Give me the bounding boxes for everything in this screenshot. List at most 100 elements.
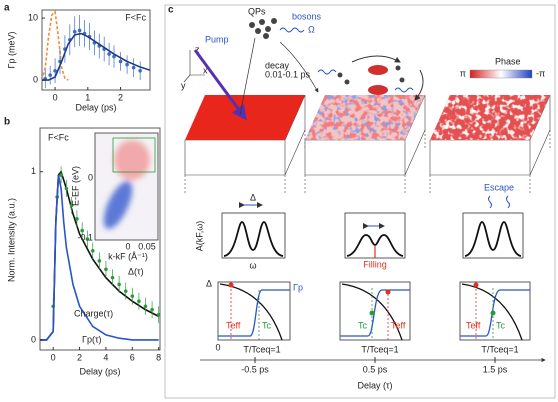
plot-area (40, 166, 160, 341)
gap-axis: Δ (206, 278, 212, 288)
pump-label: Pump (205, 34, 229, 44)
filling-label: Filling (363, 259, 387, 269)
inset-x-tick-label: 0 (126, 241, 131, 251)
y-tick-label: 10 (28, 12, 38, 22)
data-point (125, 62, 129, 67)
y-tick-label: 0 (33, 74, 38, 84)
data-point (85, 237, 90, 241)
data-point (53, 68, 57, 73)
data-point (130, 294, 135, 298)
arpes-inset (94, 132, 159, 241)
x-tick-label: 1 (85, 92, 90, 102)
decay-time: 0.01-0.1 ps (265, 69, 311, 79)
inset-x-tick-label: 0.05 (138, 241, 156, 251)
series-label: Δ(τ) (128, 266, 144, 276)
data-point (80, 228, 84, 233)
bosons-label: bosons (292, 11, 322, 21)
inset-y-tick-label: 0 (88, 172, 93, 182)
data-point (123, 289, 128, 293)
data-point (104, 267, 108, 272)
data-point (110, 275, 115, 280)
phase-tick: π (460, 68, 466, 78)
data-point (107, 52, 111, 56)
x-axis-title: Delay (ps) (79, 366, 120, 376)
plot-area (42, 10, 150, 89)
tc-label: Tc (262, 320, 272, 330)
data-point (90, 248, 95, 253)
x-tick-label: 6 (130, 352, 135, 362)
inset-y-tick-label: -0.1 (77, 233, 93, 243)
tc-label: Tc (358, 320, 368, 330)
x-tick-label: 8 (156, 352, 161, 362)
data-point (59, 173, 63, 177)
plot-frame (39, 127, 161, 351)
x-axis-title: Delay (ps) (75, 102, 116, 112)
plot-frame (41, 9, 151, 91)
delay-label: -0.5 ps (241, 364, 269, 374)
axis-letter: y (181, 80, 186, 90)
x-tick-label: 0 (51, 352, 56, 362)
delay-label: 1.5 ps (483, 364, 508, 374)
gamma-axis: Γp (293, 282, 303, 292)
x-tick-label: 2 (77, 352, 82, 362)
axis-letter: z (195, 44, 200, 54)
data-point (97, 259, 102, 263)
tc-label: Tc (496, 320, 506, 330)
data-point (118, 59, 123, 64)
phase-label: Phase (495, 56, 521, 66)
phase-tick: -π (536, 68, 545, 78)
data-point (48, 73, 52, 77)
series-line (42, 32, 150, 81)
y-axis-title: Norm. Intensity (a.u.) (6, 198, 16, 282)
decay-label: decay (265, 60, 290, 70)
omega-label: Ω (308, 24, 315, 34)
series-line (40, 174, 159, 341)
escape-label: Escape (484, 182, 514, 192)
gap-label: Δ (250, 192, 256, 202)
teff-label: Teff (391, 320, 406, 330)
axis-letter: x (203, 65, 208, 75)
energy-label: ω (249, 260, 256, 270)
data-point (137, 299, 141, 304)
annotation: F<Fc (48, 132, 69, 142)
data-point (150, 307, 154, 312)
x-tick-label: 2 (118, 92, 123, 102)
series-label: Γp(τ) (82, 334, 102, 344)
panel-c: c z x y Pump QPs bosons Ω decay 0.01-0.1… (164, 5, 556, 399)
origin-label: 0 (215, 342, 220, 352)
data-point (75, 217, 79, 221)
t-axis: T/Tceq=1 (361, 344, 398, 354)
data-point (131, 65, 136, 70)
data-point (138, 68, 142, 73)
panel-label: a (4, 3, 10, 14)
data-point (117, 282, 121, 287)
panel-label: b (4, 117, 10, 128)
x-tick-label: 0 (53, 92, 58, 102)
panel-label: c (168, 5, 174, 16)
spectral-axis: A(kF,ω) (194, 221, 204, 252)
y-axis-title: Γp (meV) (6, 32, 16, 69)
x-tick-label: 4 (103, 352, 108, 362)
slabs (184, 94, 551, 195)
t-axis: T/Tceq=1 (481, 344, 518, 354)
qps-label: QPs (248, 6, 266, 16)
data-point (72, 29, 77, 34)
y-tick-label: 0 (31, 334, 36, 344)
data-point (112, 54, 116, 59)
data-point (77, 28, 82, 33)
inset-y-title: E-EF (eV) (70, 166, 80, 206)
series-label: Charge(τ) (74, 308, 113, 318)
teff-label: Teff (226, 320, 241, 330)
data-point (69, 203, 74, 208)
y-tick-label: 1 (31, 166, 36, 176)
temperature-plots (217, 281, 531, 341)
data-point (156, 312, 160, 317)
teff-label: Teff (466, 320, 481, 330)
data-point (64, 186, 69, 191)
delay-label: 0.5 ps (363, 364, 388, 374)
cycle (317, 55, 424, 101)
spectra (221, 212, 524, 259)
data-point (143, 304, 148, 309)
